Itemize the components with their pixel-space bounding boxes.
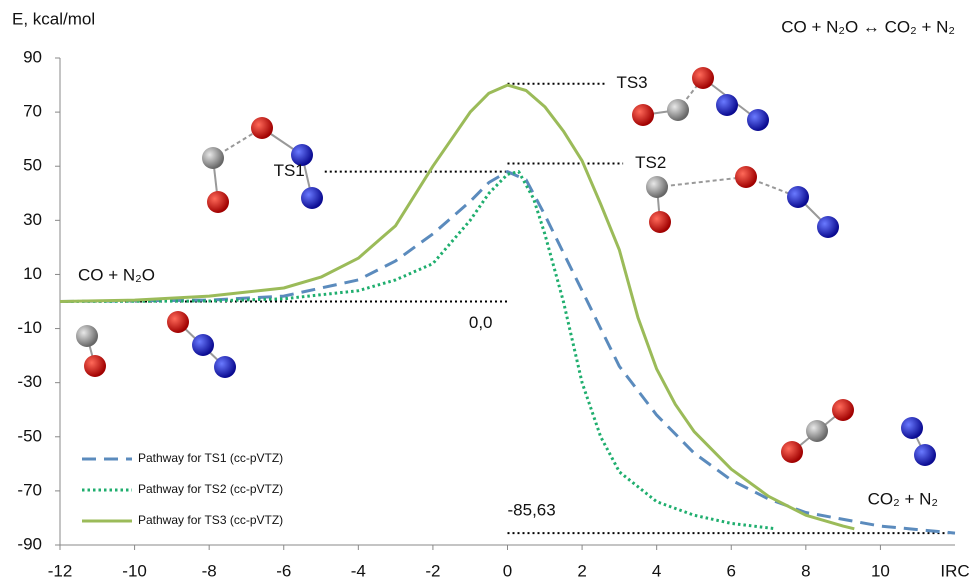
x-tick-label: -2 (425, 561, 440, 580)
legend-label: Pathway for TS2 (cc-pVTZ) (138, 482, 283, 496)
x-tick-label: -6 (276, 561, 291, 580)
x-axis-label: IRC (940, 561, 969, 580)
x-tick-label: 0 (503, 561, 512, 580)
level-label: TS2 (635, 153, 666, 172)
chart-title: CO + N₂O ↔ CO₂ + N₂ (781, 17, 955, 36)
annotation: CO + N₂O (78, 265, 155, 284)
level-label: TS1 (274, 161, 305, 180)
x-tick-label: 2 (577, 561, 586, 580)
x-tick-label: -12 (48, 561, 73, 580)
y-axis-label: E, kcal/mol (12, 9, 95, 28)
x-tick-label: 10 (871, 561, 890, 580)
y-tick-label: 50 (23, 156, 42, 175)
level-label: -85,63 (508, 501, 556, 520)
y-tick-label: -90 (17, 534, 42, 553)
y-tick-label: -50 (17, 426, 42, 445)
molecules (76, 67, 936, 466)
y-tick-label: 10 (23, 264, 42, 283)
y-tick-label: 70 (23, 102, 42, 121)
x-tick-label: -10 (122, 561, 147, 580)
y-tick-label: 30 (23, 210, 42, 229)
chart: E, kcal/mol CO + N₂O ↔ CO₂ + N₂ -90 -70 -5… (0, 0, 973, 586)
x-tick-label: -8 (202, 561, 217, 580)
y-tick-label: -70 (17, 480, 42, 499)
annotation: CO₂ + N₂ (868, 489, 938, 508)
x-tick-label: -4 (351, 561, 366, 580)
legend-label: Pathway for TS1 (cc-pVTZ) (138, 451, 283, 465)
y-tick-label: -30 (17, 372, 42, 391)
level-label: 0,0 (469, 313, 493, 332)
y-tick-label: 90 (23, 47, 42, 66)
legend-label: Pathway for TS3 (cc-pVTZ) (138, 513, 283, 527)
level-label: TS3 (616, 73, 647, 92)
x-tick-label: 6 (727, 561, 736, 580)
x-tick-label: 8 (801, 561, 810, 580)
x-tick-label: 4 (652, 561, 661, 580)
y-tick-label: -10 (17, 318, 42, 337)
